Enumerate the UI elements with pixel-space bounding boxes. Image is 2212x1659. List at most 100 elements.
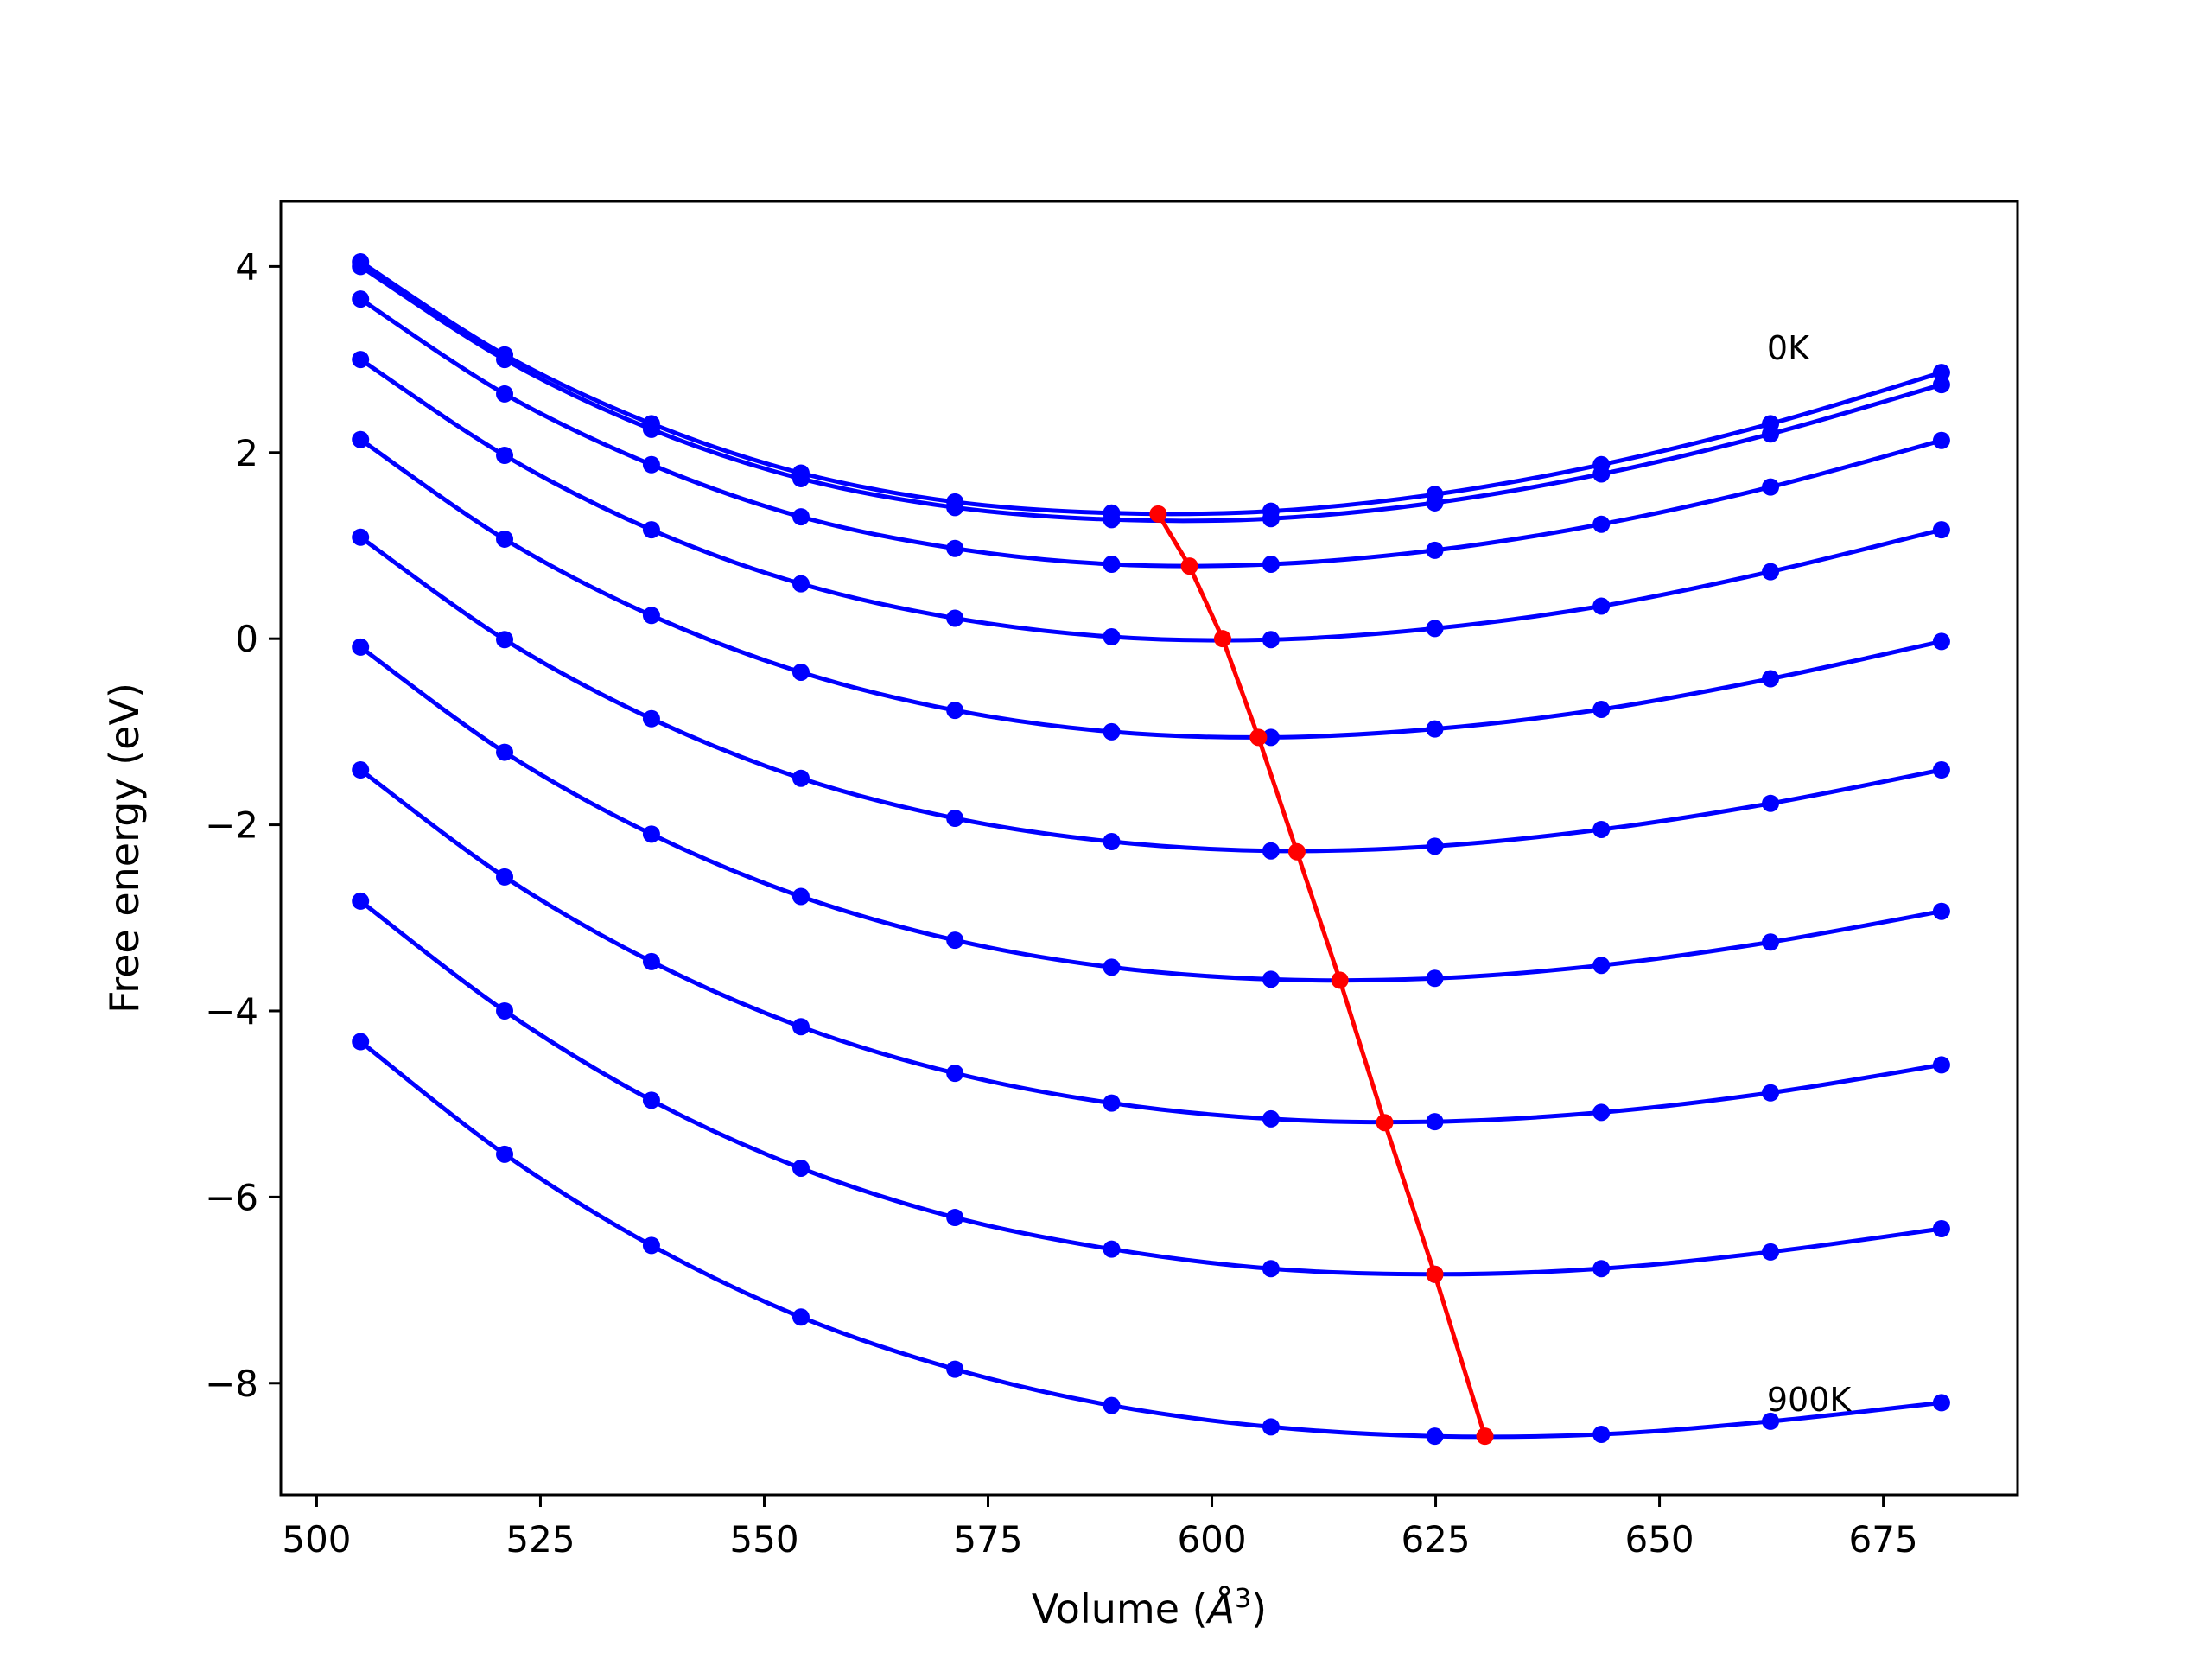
minimum-curve-layer (1149, 505, 1494, 1446)
minimum-point (1149, 505, 1167, 523)
data-point (352, 290, 370, 308)
data-point (791, 469, 810, 487)
data-point (1103, 1094, 1121, 1112)
data-point (1592, 1103, 1611, 1122)
series-layer (352, 253, 1950, 1446)
data-point (1932, 1056, 1950, 1074)
y-tick-label: −6 (205, 1176, 258, 1218)
data-point (642, 709, 660, 728)
data-point (496, 385, 514, 403)
y-tick-label: 2 (235, 432, 258, 474)
data-point (1262, 970, 1280, 988)
data-point (1762, 563, 1780, 581)
data-point (1103, 832, 1121, 850)
x-tick-label: 500 (282, 1518, 351, 1560)
data-point (352, 1033, 370, 1051)
data-point (946, 931, 964, 950)
data-point (496, 447, 514, 465)
series-3 (352, 351, 1950, 649)
x-tick-label: 525 (505, 1518, 575, 1560)
data-point (642, 455, 660, 474)
data-point (1262, 510, 1280, 528)
data-point (352, 638, 370, 656)
data-point (1932, 521, 1950, 539)
data-point (642, 825, 660, 843)
series-9 (352, 1033, 1950, 1446)
minimum-point (1287, 842, 1306, 861)
data-point (1262, 728, 1280, 747)
data-point (946, 539, 964, 557)
data-point (1932, 1394, 1950, 1412)
data-point (791, 1018, 810, 1036)
data-point (946, 609, 964, 627)
data-point (1762, 478, 1780, 496)
data-point (642, 607, 660, 625)
data-point (791, 663, 810, 681)
data-point (791, 887, 810, 906)
y-tick-label: −8 (205, 1363, 258, 1405)
x-tick-label: 550 (729, 1518, 798, 1560)
data-point (1426, 493, 1444, 512)
data-point (1592, 597, 1611, 615)
data-point (946, 1065, 964, 1083)
data-point (496, 631, 514, 649)
plot-frame (279, 200, 2019, 1497)
data-point (1103, 628, 1121, 646)
data-point (496, 743, 514, 761)
x-tick-label: 675 (1849, 1518, 1918, 1560)
x-axis-ticks: 500 525 550 575 600 625 650 675 (282, 1495, 1918, 1560)
data-point (642, 521, 660, 539)
data-point (496, 530, 514, 548)
data-point (946, 1360, 964, 1378)
series-6 (352, 638, 1950, 988)
data-point (1932, 364, 1950, 382)
data-point (1762, 1084, 1780, 1102)
data-point (1426, 1113, 1444, 1131)
data-point (1762, 670, 1780, 688)
data-point (642, 1091, 660, 1109)
data-point (1592, 957, 1611, 975)
data-point (791, 1308, 810, 1326)
data-point (946, 1209, 964, 1227)
data-point (352, 761, 370, 779)
x-tick-label: 650 (1624, 1518, 1694, 1560)
minimum-point (1376, 1114, 1394, 1132)
data-point (1592, 515, 1611, 533)
data-point (1932, 632, 1950, 651)
data-point (496, 1145, 514, 1163)
data-point (1262, 1109, 1280, 1128)
series-7 (352, 761, 1950, 1131)
annotation-layer: 0K 900K (1767, 329, 1853, 1419)
y-axis-ticks: 4 2 0 −2 −4 −6 −8 (205, 245, 281, 1405)
series-line (359, 259, 1942, 517)
data-point (1762, 1412, 1780, 1430)
data-point (791, 508, 810, 526)
data-point (1426, 620, 1444, 638)
x-axis-label-unit: Å (1205, 1586, 1235, 1632)
minimum-point (1249, 728, 1268, 747)
x-axis-label-exponent: 3 (1235, 1584, 1251, 1614)
data-point (352, 892, 370, 910)
data-point (1592, 1260, 1611, 1278)
data-point (1932, 761, 1950, 779)
data-point (946, 810, 964, 828)
data-point (1103, 556, 1121, 574)
data-point (1932, 376, 1950, 394)
series-line (359, 899, 1942, 1277)
data-point (642, 1236, 660, 1255)
data-point (1426, 969, 1444, 988)
x-axis-label: Volume (Å3) (1032, 1584, 1267, 1632)
minimum-point (1331, 971, 1349, 989)
data-point (1932, 431, 1950, 449)
series-line (359, 297, 1942, 569)
x-tick-label: 600 (1177, 1518, 1246, 1560)
data-point (946, 702, 964, 720)
data-point (791, 769, 810, 787)
data-point (1592, 1425, 1611, 1443)
x-axis-label-text: Volume ( (1032, 1586, 1208, 1632)
minimum-point (1180, 557, 1198, 575)
data-point (1762, 794, 1780, 812)
data-point (1762, 1243, 1780, 1261)
y-tick-label: −4 (205, 990, 258, 1033)
